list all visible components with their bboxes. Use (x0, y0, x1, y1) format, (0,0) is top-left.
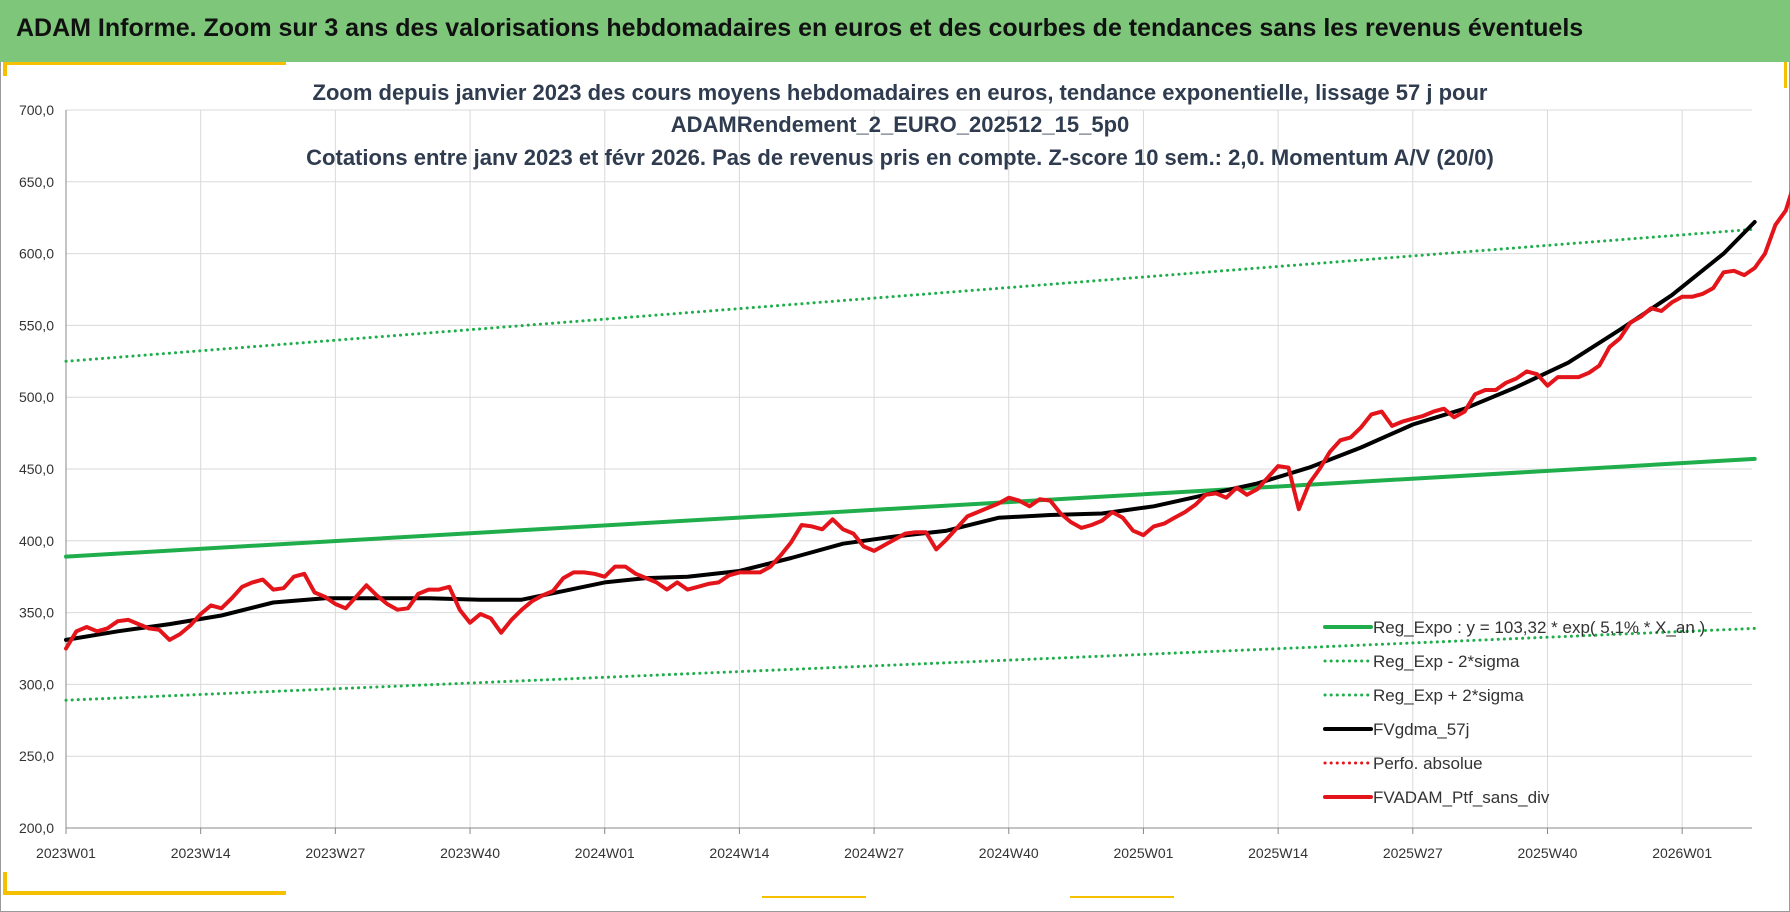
accent-bar-right-top (1784, 62, 1787, 88)
series-line-fvadam-ptf-sans-div (64, 190, 1790, 651)
series-lines (64, 190, 1790, 702)
x-tick-label: 2024W14 (709, 845, 769, 861)
y-axis-ticks: 200,0 250,0 300,0 350,0 400,0 450,0 500,0 550,0… (19, 102, 54, 836)
y-tick-label: 700,0 (19, 102, 54, 118)
accent-bar-bottom-segment (3, 891, 286, 895)
y-tick-label: 400,0 (19, 533, 54, 549)
legend-label: FVgdma_57j (1373, 720, 1469, 739)
chart-title: Zoom depuis janvier 2023 des cours moyen… (306, 80, 1494, 170)
accent-bar-top-segment (3, 62, 286, 65)
x-tick-label: 2023W01 (36, 845, 96, 861)
x-tick-label: 2025W40 (1518, 845, 1578, 861)
legend-label: Reg_Expo : y = 103,32 * exp( 5,1% * X_an… (1373, 618, 1705, 637)
legend-label: FVADAM_Ptf_sans_div (1373, 788, 1550, 807)
y-tick-label: 650,0 (19, 174, 54, 190)
y-tick-label: 600,0 (19, 246, 54, 262)
y-tick-label: 450,0 (19, 461, 54, 477)
y-tick-label: 300,0 (19, 676, 54, 692)
x-tick-label: 2025W14 (1248, 845, 1308, 861)
chart-title-line-2: ADAMRendement_2_EURO_202512_15_5p0 (671, 112, 1130, 137)
accent-bar-left-bottom (3, 872, 7, 894)
legend: Reg_Expo : y = 103,32 * exp( 5,1% * X_an… (1323, 618, 1705, 807)
legend-label: Reg_Exp - 2*sigma (1373, 652, 1520, 671)
y-tick-label: 200,0 (19, 820, 54, 836)
axes (65, 110, 1752, 829)
y-tick-label: 250,0 (19, 748, 54, 764)
series-line-fvgdma-57j (64, 220, 1757, 642)
x-tick-label: 2026W01 (1652, 845, 1712, 861)
x-tick-label: 2025W27 (1383, 845, 1443, 861)
series-line-reg-exp-2-sigma (64, 227, 1757, 363)
series-line-reg-exp-2-sigma (64, 626, 1757, 702)
y-tick-label: 500,0 (19, 389, 54, 405)
header-banner: ADAM Informe. Zoom sur 3 ans des valoris… (0, 0, 1790, 62)
legend-label: Perfo. absolue (1373, 754, 1483, 773)
x-tick-label: 2023W40 (440, 845, 500, 861)
series-line-reg-expo-y-103-32-exp-5-1-x-an (64, 456, 1757, 559)
grid-lines (65, 109, 1752, 829)
chart-title-line-3: Cotations entre janv 2023 et févr 2026. … (306, 145, 1494, 170)
legend-label: Reg_Exp + 2*sigma (1373, 686, 1524, 705)
x-tick-label: 2023W27 (305, 845, 365, 861)
page-title: ADAM Informe. Zoom sur 3 ans des valoris… (16, 14, 1584, 42)
x-tick-label: 2023W14 (171, 845, 231, 861)
accent-bar-left-top (3, 62, 7, 76)
x-tick-label: 2024W40 (979, 845, 1039, 861)
y-tick-label: 350,0 (19, 605, 54, 621)
x-tick-label: 2025W01 (1113, 845, 1173, 861)
chart-title-line-1: Zoom depuis janvier 2023 des cours moyen… (313, 80, 1488, 105)
x-tick-label: 2024W01 (575, 845, 635, 861)
x-axis-ticks: 2023W01 2023W14 2023W27 2023W40 2024W01 2024W… (36, 828, 1712, 861)
y-tick-label: 550,0 (19, 317, 54, 333)
x-tick-label: 2024W27 (844, 845, 904, 861)
accent-bar-bottom-mid-2 (1070, 896, 1174, 898)
accent-bar-bottom-mid-1 (762, 896, 866, 898)
